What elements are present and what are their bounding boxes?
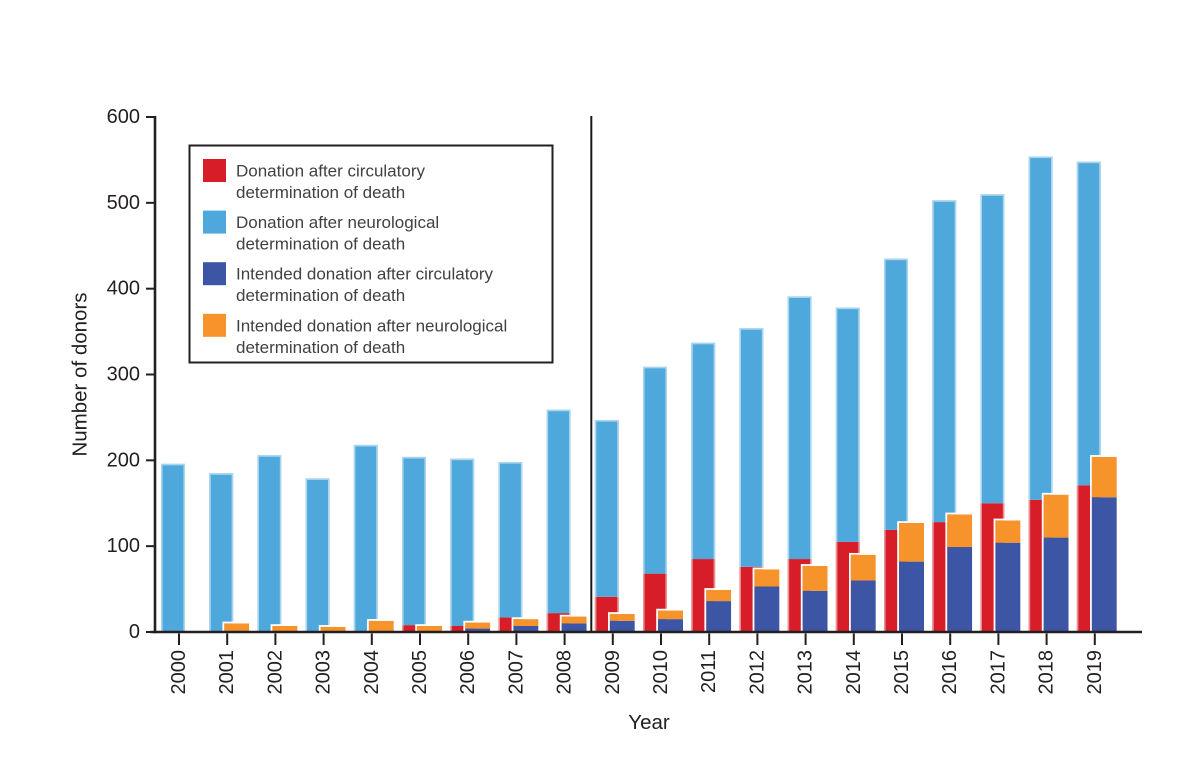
- x-axis-title: Year: [628, 711, 670, 734]
- bar-segment: [1028, 156, 1053, 500]
- bar-segment: [643, 366, 667, 574]
- legend-label-line: determination of death: [236, 235, 405, 254]
- bar-segment: [513, 619, 539, 626]
- x-tick-label: 2015: [891, 650, 913, 695]
- bar-segment: [691, 342, 716, 560]
- bar-segment: [402, 456, 426, 626]
- bar-segment: [850, 580, 876, 632]
- bar-segment: [739, 328, 764, 567]
- bar-segment: [802, 565, 828, 591]
- bar-segment: [980, 194, 1005, 504]
- bar-segment: [995, 520, 1021, 543]
- bar-segment: [706, 589, 732, 602]
- bar-segment: [754, 586, 780, 632]
- bar-segment: [899, 561, 924, 632]
- bar-segment: [609, 613, 635, 621]
- bar-segment: [802, 590, 828, 632]
- bar-segment: [658, 610, 683, 620]
- bar-segment: [884, 258, 908, 530]
- x-tick-label: 2014: [843, 650, 865, 695]
- x-tick-label: 2016: [939, 650, 961, 695]
- y-tick-label: 300: [107, 364, 140, 386]
- x-tick-label: 2011: [698, 650, 720, 693]
- x-tick-label: 2004: [361, 650, 383, 695]
- legend-swatch: [203, 159, 226, 182]
- legend-label-line: determination of death: [236, 286, 405, 305]
- y-tick-label: 500: [107, 192, 140, 214]
- bar-segment: [450, 625, 475, 632]
- bar-segment: [609, 620, 635, 632]
- legend-swatch: [203, 262, 226, 286]
- bar-segment: [546, 409, 571, 614]
- x-tick-label: 2003: [313, 650, 335, 695]
- y-tick-label: 100: [107, 535, 140, 557]
- bar-segment: [706, 601, 732, 632]
- legend-swatch: [203, 210, 226, 234]
- legend-label-line: Intended donation after neurological: [236, 316, 507, 335]
- x-tick-label: 2009: [602, 650, 624, 695]
- y-tick-label: 200: [107, 449, 140, 471]
- legend-label-line: determination of death: [236, 338, 405, 357]
- x-tick-label: 2005: [409, 650, 431, 695]
- bar-segment: [754, 569, 780, 587]
- x-tick-label: 2013: [795, 650, 817, 695]
- x-tick-label: 2018: [1036, 650, 1058, 695]
- bar-segment: [947, 547, 973, 632]
- legend-label-line: determination of death: [236, 183, 405, 202]
- bar-segment: [224, 623, 250, 632]
- bar-segment: [353, 444, 378, 632]
- bar-segment: [995, 542, 1021, 632]
- legend-swatch: [203, 313, 226, 337]
- bar-segment: [561, 623, 587, 632]
- bar-segment: [899, 522, 924, 562]
- bar-segment: [272, 625, 298, 632]
- x-tick-label: 2017: [987, 650, 1009, 695]
- bar-segment: [450, 458, 475, 626]
- bar-segment: [932, 200, 957, 523]
- bar-segment: [402, 625, 426, 632]
- x-tick-label: 2012: [746, 650, 768, 695]
- bar-segment: [465, 622, 491, 629]
- legend-label-line: Donation after circulatory: [236, 162, 425, 181]
- x-tick-label: 2010: [650, 650, 672, 695]
- bar-segment: [850, 554, 876, 581]
- y-tick-label: 0: [129, 621, 140, 643]
- y-axis-title: Number of donors: [69, 292, 92, 456]
- x-tick-label: 2006: [457, 650, 479, 695]
- bar-segment: [513, 625, 539, 632]
- bar-segment: [209, 473, 234, 632]
- bar-segment: [320, 626, 346, 632]
- legend-box: [188, 144, 554, 364]
- x-tick-label: 2002: [264, 650, 286, 695]
- bar-segment: [417, 625, 442, 632]
- x-tick-label: 2001: [216, 650, 238, 695]
- bar-segment: [594, 419, 619, 597]
- bar-segment: [1091, 456, 1117, 498]
- bar-segment: [465, 628, 491, 632]
- bar-segment: [561, 616, 587, 624]
- x-tick-label: 2007: [505, 650, 527, 695]
- bar-segment: [1043, 494, 1069, 538]
- bar-segment: [368, 620, 394, 632]
- legend-label-line: Donation after neurological: [236, 213, 439, 232]
- legend-label-line: Intended donation after circulatory: [236, 265, 494, 284]
- bar-segment: [835, 307, 860, 542]
- bar-segment: [658, 619, 683, 632]
- x-tick-label: 2008: [554, 650, 576, 695]
- bar-segment: [257, 455, 282, 632]
- bar-segment: [1043, 537, 1069, 632]
- x-tick-label: 2019: [1084, 650, 1106, 695]
- bar-segment: [1076, 161, 1101, 486]
- bar-segment: [1091, 497, 1117, 632]
- y-tick-label: 600: [107, 106, 140, 128]
- x-tick-label: 2000: [168, 650, 190, 695]
- bar-segment: [787, 296, 812, 560]
- y-tick-label: 400: [107, 278, 140, 300]
- bar-segment: [305, 478, 330, 632]
- bar-segment: [947, 514, 973, 548]
- bar-segment: [498, 462, 523, 618]
- bar-segment: [161, 463, 185, 632]
